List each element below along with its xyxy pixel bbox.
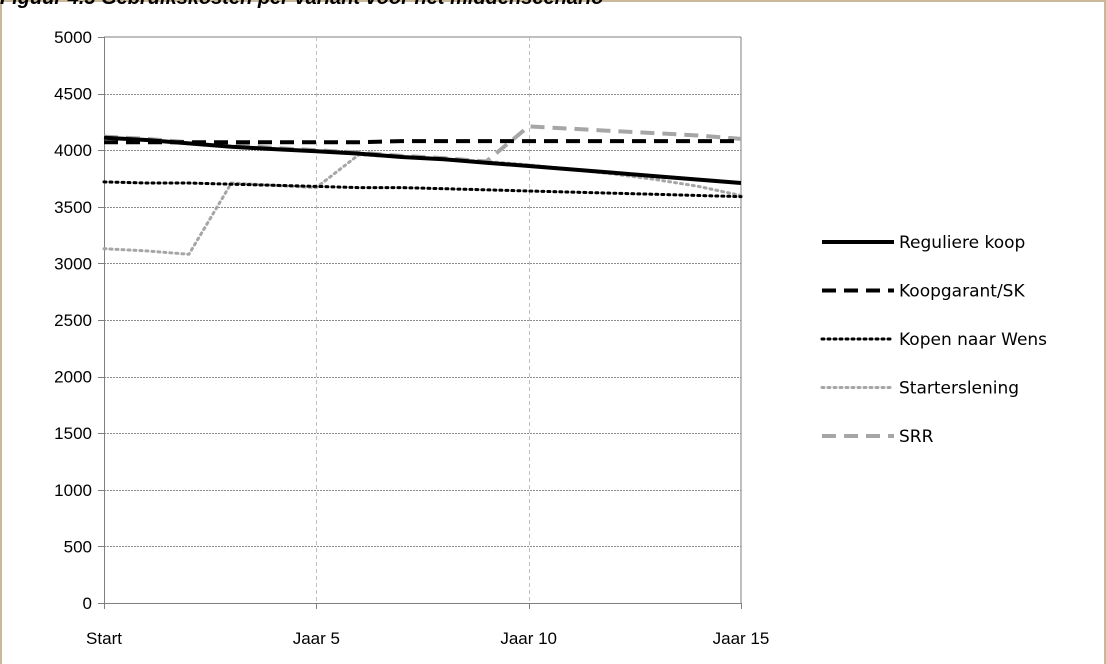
y-tick-label: 1500 <box>54 424 92 443</box>
y-tick-label: 1000 <box>54 481 92 500</box>
series-layer <box>102 124 743 256</box>
y-tick-label: 0 <box>83 594 92 613</box>
series-line-3 <box>102 153 743 256</box>
y-tick-label: 5000 <box>54 28 92 47</box>
y-tick-label: 4000 <box>54 141 92 160</box>
legend-label: Koopgarant/SK <box>899 282 1025 302</box>
x-tick-label: Jaar 15 <box>713 629 770 648</box>
x-tick-label: Jaar 10 <box>500 629 557 648</box>
chart-title: Figuur 4.3 Gebruikskosten per variant vo… <box>0 0 604 10</box>
y-tick-label: 2500 <box>54 311 92 330</box>
y-tick-label: 500 <box>64 537 92 556</box>
axes-layer: 0 500 1000 1500 2000 2500 3000 3500 4000 4500 5000… <box>54 28 769 648</box>
y-tick-label: 3000 <box>54 254 92 273</box>
x-tick-label: Jaar 5 <box>293 629 340 648</box>
y-tick-label: 3500 <box>54 198 92 217</box>
series-line-2 <box>102 180 743 199</box>
y-tick-label: 4500 <box>54 85 92 104</box>
series-line-0 <box>103 135 742 185</box>
legend-label: Reguliere koop <box>899 233 1025 253</box>
grid-layer <box>104 36 742 603</box>
legend-label: Starterslening <box>899 379 1019 399</box>
legend-label: Kopen naar Wens <box>899 330 1047 350</box>
legend-label: SRR <box>899 427 934 447</box>
y-tick-label: 2000 <box>54 368 92 387</box>
series-line-1 <box>104 139 741 145</box>
x-tick-label: Start <box>86 629 122 648</box>
legend: Reguliere koop Koopgarant/SK Kopen naar We… <box>820 233 1047 447</box>
title-strip: Figuur 4.3 Gebruikskosten per variant vo… <box>0 0 1106 11</box>
